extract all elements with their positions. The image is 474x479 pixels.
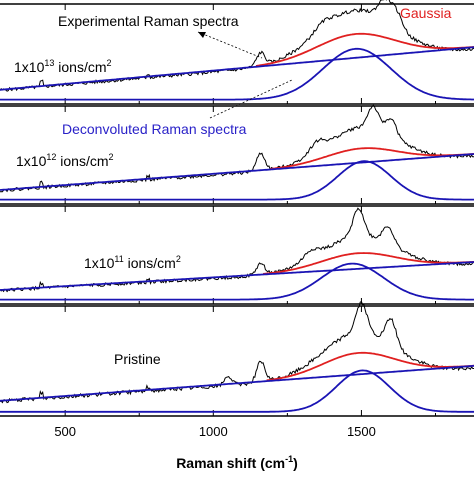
panel-3: 1x1011 ions/cm2	[0, 205, 474, 305]
panel-label: 1x1011 ions/cm2	[84, 254, 181, 271]
panel-label: Pristine	[114, 351, 161, 367]
annotation-deconvoluted: Deconvoluted Raman spectra	[62, 121, 247, 137]
panel-frame	[0, 105, 474, 205]
panel-label: 1x1013 ions/cm2	[14, 58, 112, 75]
gaussian-fit-curve	[255, 32, 474, 67]
panel-1: 1x1013 ions/cm2	[0, 0, 474, 105]
baseline-component	[0, 364, 474, 402]
x-tick-label: 500	[54, 424, 76, 439]
panel-label-main: Pristine	[114, 351, 161, 367]
experimental-spectrum	[0, 207, 474, 293]
panel-label-main: 1x10	[14, 59, 45, 75]
panel-frame	[0, 205, 474, 305]
annotation-experimental: Experimental Raman spectra	[58, 13, 239, 29]
panel-label-unit: ions/cm	[54, 59, 106, 75]
panel-label-exponent: 12	[46, 152, 56, 162]
panel-label-unit-exponent: 2	[176, 254, 181, 264]
panel-label-exponent: 11	[114, 254, 123, 264]
annotation-gaussian: Gaussia	[400, 5, 452, 21]
x-axis-label-main: Raman shift (cm	[176, 455, 285, 471]
panel-2: 1x1012 ions/cm2	[0, 104, 474, 205]
experimental-spectrum	[0, 104, 474, 193]
panel-label: 1x1012 ions/cm2	[16, 152, 114, 169]
gaussian-fit-curve	[263, 252, 474, 275]
baseline-component	[0, 153, 474, 191]
deconvoluted-peak	[0, 47, 474, 101]
panel-label-main: 1x10	[16, 153, 47, 169]
panel-frame	[0, 3, 474, 105]
annotation-experimental-pointer	[197, 31, 263, 59]
x-tick-label: 1500	[347, 424, 376, 439]
baseline-component	[0, 46, 474, 91]
x-tick-label: 1000	[199, 424, 228, 439]
panel-4: Pristine	[0, 300, 474, 417]
panel-label-main: 1x10	[84, 255, 115, 271]
panel-frame	[0, 305, 474, 417]
annotation-deconvoluted-pointer	[209, 79, 293, 119]
gaussian-fit-curve	[266, 351, 474, 382]
deconvoluted-peak	[0, 160, 474, 201]
panel-label-unit: ions/cm	[56, 153, 108, 169]
experimental-spectrum	[0, 300, 474, 404]
x-axis-label-exponent: -1	[285, 454, 293, 464]
deconvoluted-peak	[0, 262, 474, 301]
panel-label-exponent: 13	[44, 58, 54, 68]
deconvoluted-peak	[0, 369, 474, 413]
annotation-experimental-arrowhead	[198, 32, 206, 38]
panel-label-unit: ions/cm	[124, 255, 176, 271]
panel-label-unit-exponent: 2	[109, 152, 114, 162]
x-axis-label-close: )	[293, 455, 298, 471]
gaussian-fit-curve	[270, 147, 474, 170]
baseline-component	[0, 261, 474, 291]
panel-label-unit-exponent: 2	[107, 58, 112, 68]
x-axis-label: Raman shift (cm-1)	[176, 454, 298, 471]
